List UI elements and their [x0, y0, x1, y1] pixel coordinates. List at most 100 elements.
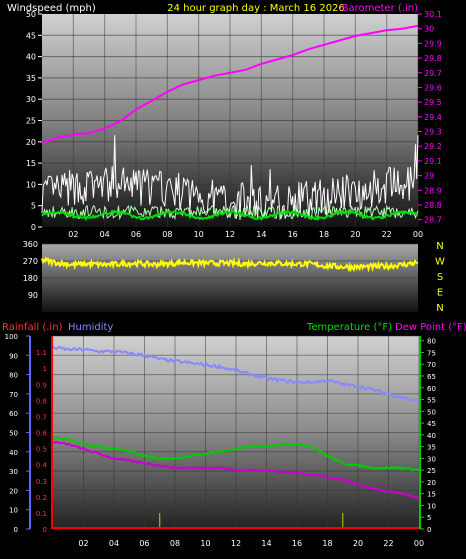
temperature-y-tick-label: 50 — [427, 408, 436, 416]
rainfall-y-tick-label: 0.1 — [36, 510, 47, 518]
barometer-y-tick-label: 29.1 — [424, 157, 442, 166]
rainfall-y-tick-label: 0.9 — [36, 381, 47, 389]
temperature-x-tick-label: 12 — [231, 539, 241, 548]
temperature-y-tick-label: 5 — [427, 514, 431, 522]
temperature-y-tick-label: 35 — [427, 444, 436, 452]
rainfall-y-tick-label: 0.4 — [36, 462, 48, 470]
wind-y-tick-label: 5 — [31, 202, 36, 211]
rainfall-y-ticks: 0 0.1 0.2 0.3 0.4 0.5 0.6 0.7 0.8 0.9 1 1.1 — [36, 336, 53, 534]
barometer-y-tick-label: 30 — [424, 25, 434, 34]
barometer-y-tick-label: 29 — [424, 172, 434, 181]
temperature-x-tick-label: 06 — [139, 539, 149, 548]
wind-x-tick-label: 10 — [194, 230, 204, 239]
wind-y-tick-label: 40 — [26, 53, 36, 62]
temperature-x-tick-label: 08 — [170, 539, 180, 548]
temperature-axis-title: Temperature (°F) — [306, 322, 392, 333]
humidity-y-tick-label: 30 — [9, 468, 18, 476]
temperature-series — [52, 345, 420, 529]
wind-x-tick-label: 20 — [350, 230, 360, 239]
direction-y-tick-label: 180 — [23, 274, 38, 283]
rainfall-y-tick-label: 1.1 — [36, 349, 47, 357]
dewpoint-axis-title: Dew Point (°F) — [395, 322, 466, 333]
wind-gust-line — [41, 135, 419, 220]
wind-direction-line — [41, 256, 419, 273]
temperature-x-tick-label: 20 — [353, 539, 363, 548]
wind-direction-series — [41, 256, 419, 273]
temperature-y-tick-label: 65 — [427, 373, 436, 381]
barometer-y-tick-label: 29.5 — [424, 98, 442, 107]
rainfall-y-tick-label: 0.3 — [36, 478, 47, 486]
barometer-y-tick-label: 29.4 — [424, 113, 442, 122]
wind-x-tick-label: 04 — [100, 230, 110, 239]
barometer-y-tick-label: 29.3 — [424, 128, 442, 137]
temperature-y-ticks: 0 5 10 15 20 25 30 35 40 45 50 55 60 65 70 75 80 — [419, 336, 436, 534]
wind-x-tick-label: 22 — [382, 230, 392, 239]
barometer-y-ticks: 28.7 28.8 28.9 29 29.1 29.2 29.3 29.4 29.5 29.6 29… — [418, 10, 442, 225]
rainfall-axis-title: Rainfall (.in) — [2, 322, 63, 333]
humidity-y-tick-label: 100 — [5, 333, 18, 341]
direction-y-ticks: 360 270 180 90 — [23, 240, 38, 300]
temperature-x-tick-label: 02 — [78, 539, 88, 548]
wind-average-line — [41, 204, 419, 221]
wind-x-tick-label: 12 — [225, 230, 235, 239]
temperature-x-tick-label: 16 — [292, 539, 302, 548]
wind-y-tick-label: 35 — [26, 74, 36, 83]
wind-speed-series — [41, 135, 419, 222]
temperature-x-tick-label: 10 — [200, 539, 210, 548]
barometer-line — [41, 24, 419, 145]
temperature-y-tick-label: 80 — [427, 338, 436, 346]
temperature-y-tick-label: 60 — [427, 385, 436, 393]
barometer-y-tick-label: 30.1 — [424, 10, 442, 19]
humidity-line — [52, 345, 420, 403]
humidity-y-tick-label: 0 — [14, 526, 18, 534]
wind-y-ticks: 0 5 10 15 20 25 30 35 40 45 50 — [26, 10, 42, 232]
temperature-y-tick-label: 55 — [427, 397, 436, 405]
wind-x-tick-label: 02 — [68, 230, 78, 239]
humidity-y-tick-label: 60 — [9, 410, 18, 418]
temperature-x-tick-label: 18 — [322, 539, 332, 548]
humidity-y-tick-label: 20 — [9, 487, 18, 495]
rainfall-y-tick-label: 0.5 — [36, 446, 47, 454]
temperature-x-tick-label: 00 — [414, 539, 424, 548]
direction-gridlines — [42, 243, 418, 296]
humidity-y-tick-label: 90 — [9, 352, 18, 360]
barometer-y-tick-label: 29.7 — [424, 69, 442, 78]
wind-x-tick-label: 16 — [288, 230, 298, 239]
temperature-y-tick-label: 0 — [427, 526, 431, 534]
barometer-y-tick-label: 29.8 — [424, 54, 442, 63]
temperature-y-tick-label: 30 — [427, 455, 436, 463]
humidity-y-tick-label: 70 — [9, 391, 18, 399]
wind-y-tick-label: 20 — [26, 138, 36, 147]
wind-x-tick-label: 00 — [413, 230, 423, 239]
rainfall-y-tick-label: 0.6 — [36, 430, 48, 438]
barometer-y-tick-label: 28.8 — [424, 201, 442, 210]
temperature-y-tick-label: 20 — [427, 479, 436, 487]
compass-letter: N — [436, 303, 443, 314]
wind-x-tick-label: 14 — [256, 230, 266, 239]
rainfall-y-tick-label: 0.7 — [36, 413, 47, 421]
temperature-y-tick-label: 25 — [427, 467, 436, 475]
temperature-y-tick-label: 70 — [427, 361, 436, 369]
wind-smooth-line — [41, 209, 418, 222]
barometer-y-tick-label: 28.9 — [424, 186, 442, 195]
temperature-x-tick-label: 04 — [109, 539, 119, 548]
wind-y-tick-label: 10 — [26, 180, 36, 189]
barometer-axis-title: Barometer (.in) — [342, 3, 418, 14]
compass-letter: S — [437, 272, 443, 283]
wind-y-tick-label: 25 — [26, 117, 36, 126]
barometer-y-tick-label: 29.6 — [424, 83, 442, 92]
humidity-y-tick-label: 10 — [9, 507, 18, 515]
wind-x-ticks: 02 04 06 08 10 12 14 16 18 20 22 00 — [68, 230, 423, 239]
wind-x-tick-label: 06 — [131, 230, 141, 239]
barometer-series — [41, 24, 419, 145]
temperature-x-tick-label: 14 — [261, 539, 271, 548]
rainfall-y-tick-label: 0 — [43, 526, 47, 534]
graph-title: 24 hour graph day : March 16 2026 — [167, 3, 345, 14]
compass-letter: W — [435, 257, 445, 268]
rainfall-y-tick-label: 0.8 — [36, 397, 47, 405]
barometer-y-tick-label: 28.7 — [424, 216, 442, 225]
temperature-y-tick-label: 75 — [427, 349, 436, 357]
direction-y-tick-label: 360 — [23, 240, 38, 249]
